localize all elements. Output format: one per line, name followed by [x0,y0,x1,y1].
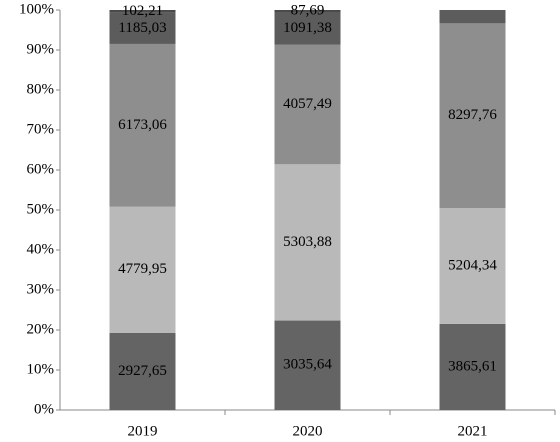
y-tick-label: 20% [27,321,55,337]
y-tick-label: 10% [27,361,55,377]
bar-segment [274,164,341,321]
data-label: 4779,95 [118,261,167,277]
bar-segment [109,206,176,333]
y-tick-label: 100% [19,1,54,17]
data-label: 8297,76 [448,107,497,123]
data-label: 3865,61 [448,358,497,374]
x-tick-label: 2021 [458,423,488,439]
data-label: 1185,03 [118,20,166,36]
bar-segment [274,12,341,45]
bar-segment [109,12,176,44]
bar-segment [109,10,176,13]
bar-segment [274,44,341,165]
y-tick-label: 70% [27,121,55,137]
data-label: 6173,06 [118,117,167,133]
data-label: 5303,88 [283,234,332,250]
bar-segment [274,320,341,410]
bar-segment [109,332,176,410]
bar-segment [274,10,341,13]
data-label: 5204,34 [448,257,497,273]
y-tick-label: 0% [34,401,54,417]
y-tick-label: 90% [27,41,55,57]
y-tick-label: 40% [27,241,55,257]
data-label: 3035,64 [283,357,332,373]
bar-segment [439,323,506,410]
data-label: 2927,65 [118,363,167,379]
y-tick-label: 80% [27,81,55,97]
x-tick-label: 2020 [293,423,323,439]
data-label: 87,69 [291,3,325,19]
y-tick-label: 50% [27,201,55,217]
y-tick-label: 30% [27,281,55,297]
x-tick-label: 2019 [128,423,158,439]
data-label: 102,21 [122,3,163,19]
bar-segment [439,208,506,324]
bar-segment [439,23,506,209]
data-label: 4057,49 [283,96,332,112]
y-tick-label: 60% [27,161,55,177]
bar-segment [439,10,506,24]
data-label: 1091,38 [283,20,332,36]
bar-segment [109,43,176,207]
